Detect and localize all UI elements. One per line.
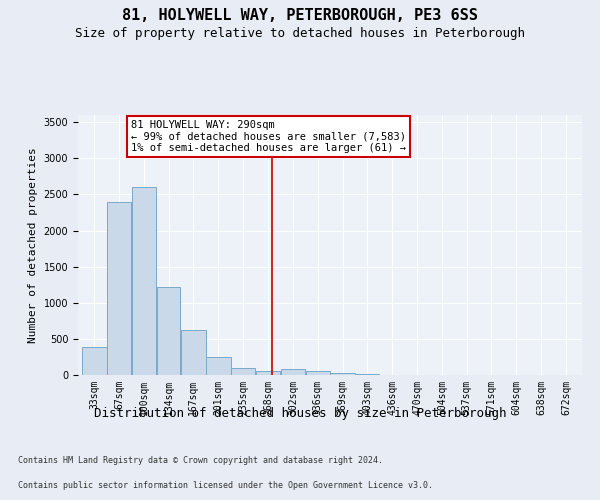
- Y-axis label: Number of detached properties: Number of detached properties: [28, 147, 38, 343]
- Text: 81 HOLYWELL WAY: 290sqm
← 99% of detached houses are smaller (7,583)
1% of semi-: 81 HOLYWELL WAY: 290sqm ← 99% of detache…: [131, 120, 406, 154]
- Bar: [330, 373, 355, 375]
- Bar: [231, 368, 255, 375]
- Bar: [355, 374, 379, 375]
- Bar: [256, 371, 280, 375]
- Bar: [107, 202, 131, 375]
- Bar: [181, 330, 206, 375]
- Text: Size of property relative to detached houses in Peterborough: Size of property relative to detached ho…: [75, 28, 525, 40]
- Bar: [206, 357, 230, 375]
- Text: Distribution of detached houses by size in Peterborough: Distribution of detached houses by size …: [94, 408, 506, 420]
- Bar: [306, 371, 330, 375]
- Bar: [157, 287, 181, 375]
- Bar: [131, 187, 156, 375]
- Bar: [82, 347, 107, 375]
- Bar: [281, 369, 305, 375]
- Text: 81, HOLYWELL WAY, PETERBOROUGH, PE3 6SS: 81, HOLYWELL WAY, PETERBOROUGH, PE3 6SS: [122, 8, 478, 22]
- Text: Contains HM Land Registry data © Crown copyright and database right 2024.: Contains HM Land Registry data © Crown c…: [18, 456, 383, 465]
- Text: Contains public sector information licensed under the Open Government Licence v3: Contains public sector information licen…: [18, 481, 433, 490]
